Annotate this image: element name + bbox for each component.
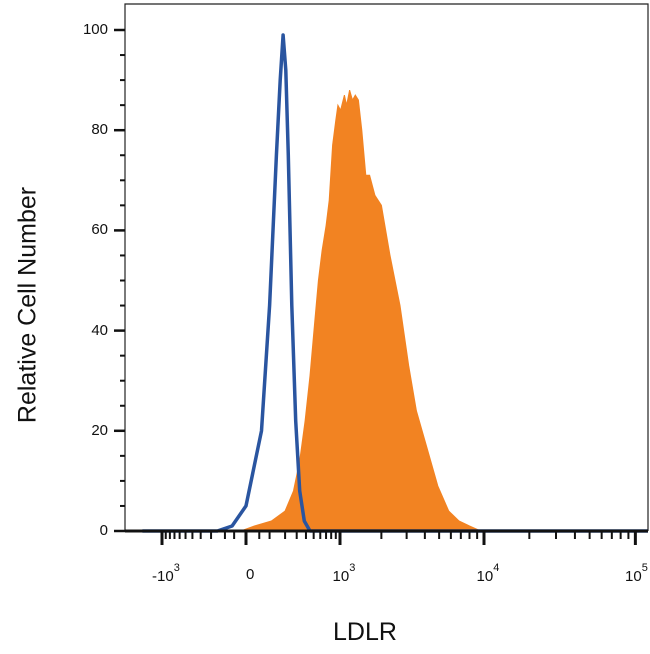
series-filled-histogram [142,89,648,532]
x-tick-base: 10 [332,568,350,585]
x-tick-label: -103 [152,562,180,585]
series-outline-histogram [142,33,648,533]
series-layer [142,33,648,533]
plot-frame [124,3,649,531]
x-tick-label: 104 [476,562,500,585]
y-tick-label: 80 [91,121,108,139]
x-tick-base: 10 [476,568,494,585]
y-major-ticks [114,28,125,533]
y-axis-label: Relative Cell Number [13,186,42,424]
x-tick-exponent: 3 [173,562,180,574]
x-tick-label: 103 [332,562,356,585]
y-tick-label: 60 [91,221,108,239]
x-tick-base: 10 [625,568,642,585]
x-axis-label: LDLR [333,618,397,646]
y-tick-label: 20 [91,421,108,439]
x-axis-label-wrap: LDLR [0,618,650,647]
x-tick-exponent: 3 [349,562,356,574]
y-minor-ticks [120,54,125,507]
x-ticks-layer [160,531,637,545]
y-tick-label: 100 [82,21,108,38]
y-tick-label: 40 [91,321,108,339]
x-tick-base: 0 [246,566,255,583]
x-tick-label: 0 [246,566,254,583]
x-tick-exponent: 5 [641,562,648,574]
y-tick-label: 0 [99,522,108,539]
x-tick-exponent: 4 [493,562,500,574]
x-tick-base: -10 [152,568,174,585]
x-tick-label: 105 [625,562,648,585]
